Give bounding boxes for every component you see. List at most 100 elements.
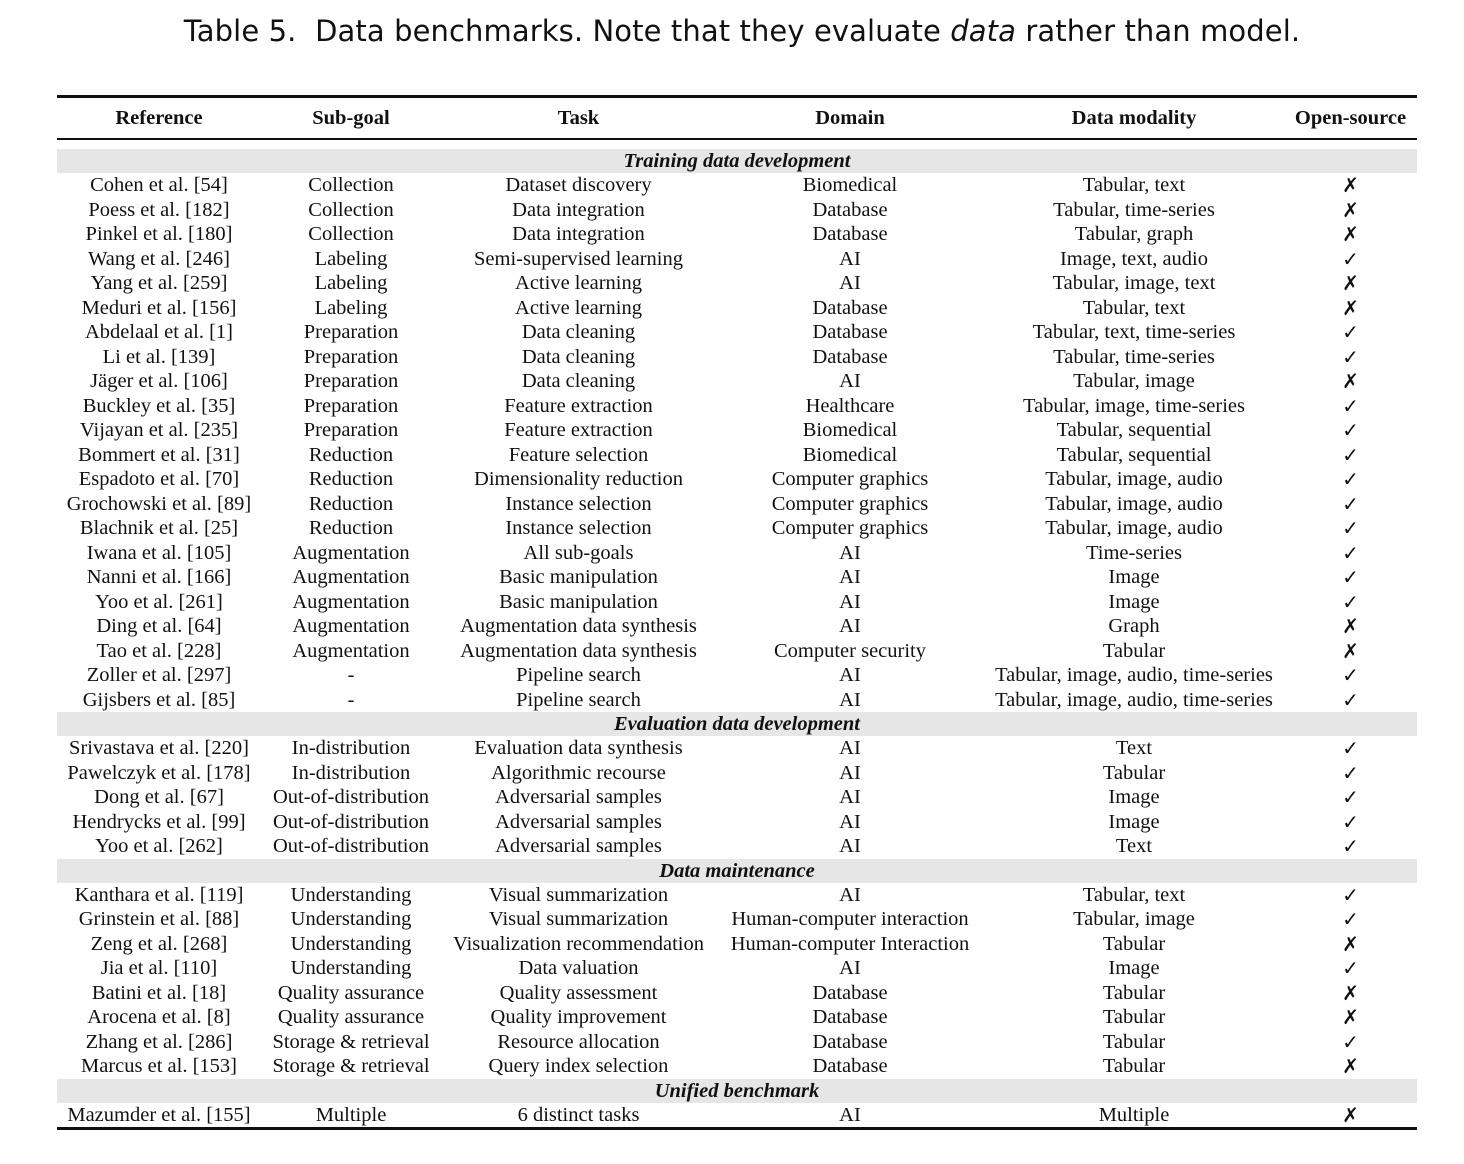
cell-reference: Batini et al. [18]: [91, 981, 227, 1004]
cell-sub-goal: Preparation: [303, 321, 399, 343]
cell-task: Instance selection: [505, 492, 652, 515]
column-header-task: Task: [441, 96, 716, 140]
cell-sub-goal: Labeling: [314, 272, 388, 294]
cell-task: Feature extraction: [504, 394, 653, 417]
cell-sub-goal: Augmentation: [292, 590, 410, 613]
cell-open-source: ✗: [1342, 197, 1359, 222]
cell-task: Semi-supervised learning: [474, 247, 683, 270]
column-header-open-source: Open-source: [1284, 96, 1417, 140]
cell-data-modality: Text: [1115, 835, 1153, 857]
cell-task: Pipeline search: [516, 664, 641, 686]
table-row: Hendrycks et al. [99] Out-of-distribution…: [57, 810, 1417, 835]
table-row: Meduri et al. [156] Labeling Active learni…: [57, 296, 1417, 321]
cell-sub-goal: Understanding: [290, 957, 412, 979]
cell-open-source: ✓: [1342, 834, 1359, 858]
cell-sub-goal: Preparation: [303, 345, 399, 368]
cell-data-modality: Multiple: [1098, 1103, 1170, 1126]
cell-data-modality: Tabular, image, audio: [1045, 517, 1223, 539]
cell-task: Quality assessment: [499, 981, 658, 1004]
cell-data-modality: Tabular, image: [1073, 370, 1195, 392]
cell-reference: Li et al. [139]: [102, 345, 216, 368]
cell-reference: Nanni et al. [166]: [86, 566, 232, 588]
cell-task: Data cleaning: [521, 321, 636, 343]
cell-reference: Zhang et al. [286]: [85, 1030, 233, 1053]
section-title: Evaluation data development: [57, 712, 1417, 736]
cell-data-modality: Tabular: [1102, 981, 1166, 1004]
cell-sub-goal: Out-of-distribution: [272, 810, 429, 833]
cell-sub-goal: Reduction: [308, 517, 394, 539]
table-row: Ding et al. [64] Augmentation Augmentation…: [57, 614, 1417, 639]
cell-reference: Meduri et al. [156]: [81, 296, 237, 319]
table-row: Wang et al. [246] Labeling Semi-supervised…: [57, 247, 1417, 272]
table-row: Jäger et al. [106] Preparation Data cleani…: [57, 369, 1417, 394]
cell-sub-goal: Understanding: [290, 932, 412, 955]
cell-task: Augmentation data synthesis: [460, 639, 697, 662]
cell-domain: Biomedical: [802, 419, 898, 441]
cell-domain: Computer graphics: [771, 492, 929, 515]
cell-data-modality: Tabular, image, text: [1052, 272, 1216, 294]
cell-data-modality: Tabular, image, audio: [1045, 468, 1223, 490]
cell-data-modality: Tabular: [1102, 639, 1166, 662]
cell-open-source: ✓: [1342, 565, 1359, 589]
cell-open-source: ✓: [1342, 956, 1359, 980]
table-row: Espadoto et al. [70] Reduction Dimensional…: [57, 467, 1417, 492]
cell-open-source: ✓: [1342, 467, 1359, 491]
cell-domain: Database: [812, 296, 888, 319]
table-row: Batini et al. [18] Quality assurance Quali…: [57, 981, 1417, 1006]
cell-reference: Yoo et al. [262]: [95, 835, 223, 857]
cell-open-source: ✗: [1342, 1005, 1359, 1029]
cell-sub-goal: In-distribution: [291, 761, 411, 784]
cell-domain: Healthcare: [805, 394, 895, 417]
column-header-reference: Reference: [57, 96, 261, 140]
cell-domain: AI: [839, 272, 861, 294]
cell-reference: Jia et al. [110]: [100, 957, 218, 979]
cell-open-source: ✓: [1342, 809, 1359, 834]
cell-domain: Computer graphics: [771, 517, 929, 539]
cell-task: Resource allocation: [497, 1030, 660, 1053]
table-row: Blachnik et al. [25] Reduction Instance se…: [57, 516, 1417, 541]
table-row: Yoo et al. [262] Out-of-distribution Adver…: [57, 834, 1417, 859]
cell-open-source: ✓: [1342, 760, 1359, 785]
section-header-row: Unified benchmark: [57, 1078, 1417, 1103]
cell-task: Augmentation data synthesis: [460, 615, 697, 637]
cell-open-source: ✓: [1342, 246, 1359, 271]
section-title: Data maintenance: [57, 858, 1417, 883]
cell-data-modality: Tabular, image, time-series: [1022, 394, 1246, 417]
cell-domain: AI: [839, 247, 861, 270]
cell-reference: Dong et al. [67]: [94, 786, 224, 808]
table-row: Abdelaal et al. [1] Preparation Data clean…: [57, 320, 1417, 345]
cell-reference: Marcus et al. [153]: [81, 1055, 237, 1077]
cell-sub-goal: Labeling: [314, 247, 388, 270]
cell-open-source: ✓: [1342, 882, 1359, 907]
cell-task: Active learning: [515, 296, 642, 319]
cell-data-modality: Tabular, sequential: [1056, 419, 1212, 441]
cell-open-source: ✓: [1342, 344, 1359, 369]
cell-domain: AI: [839, 615, 861, 637]
cell-domain: Human-computer Interaction: [730, 932, 970, 955]
cell-data-modality: Tabular, image: [1073, 908, 1195, 930]
cell-sub-goal: Understanding: [290, 883, 412, 906]
cell-reference: Mazumder et al. [155]: [67, 1103, 251, 1126]
cell-sub-goal: Quality assurance: [277, 981, 425, 1004]
cell-data-modality: Tabular: [1102, 1006, 1166, 1028]
cell-sub-goal: Understanding: [290, 908, 412, 930]
cell-reference: Poess et al. [182]: [88, 198, 230, 221]
cell-reference: Wang et al. [246]: [88, 247, 230, 270]
cell-open-source: ✓: [1342, 1029, 1359, 1054]
table-body: Training data development Cohen et al. [5…: [57, 139, 1417, 1129]
table-row: Pawelczyk et al. [178] In-distribution Alg…: [57, 761, 1417, 786]
cell-reference: Cohen et al. [54]: [90, 174, 228, 196]
table-row: Pinkel et al. [180] Collection Data integr…: [57, 222, 1417, 247]
table-row: Iwana et al. [105] Augmentation All sub-go…: [57, 541, 1417, 566]
cell-task: Visual summarization: [488, 883, 669, 906]
cell-reference: Abdelaal et al. [1]: [85, 321, 233, 343]
table-row: Kanthara et al. [119] Understanding Visual…: [57, 883, 1417, 908]
cell-data-modality: Tabular, graph: [1074, 223, 1194, 245]
cell-open-source: ✗: [1342, 295, 1359, 320]
table-row: Grinstein et al. [88] Understanding Visual…: [57, 907, 1417, 932]
cell-sub-goal: Augmentation: [292, 615, 410, 637]
cell-sub-goal: Out-of-distribution: [272, 835, 429, 857]
cell-reference: Pawelczyk et al. [178]: [67, 761, 251, 784]
table-row: Li et al. [139] Preparation Data cleaning D…: [57, 345, 1417, 370]
cell-reference: Espadoto et al. [70]: [78, 468, 240, 490]
